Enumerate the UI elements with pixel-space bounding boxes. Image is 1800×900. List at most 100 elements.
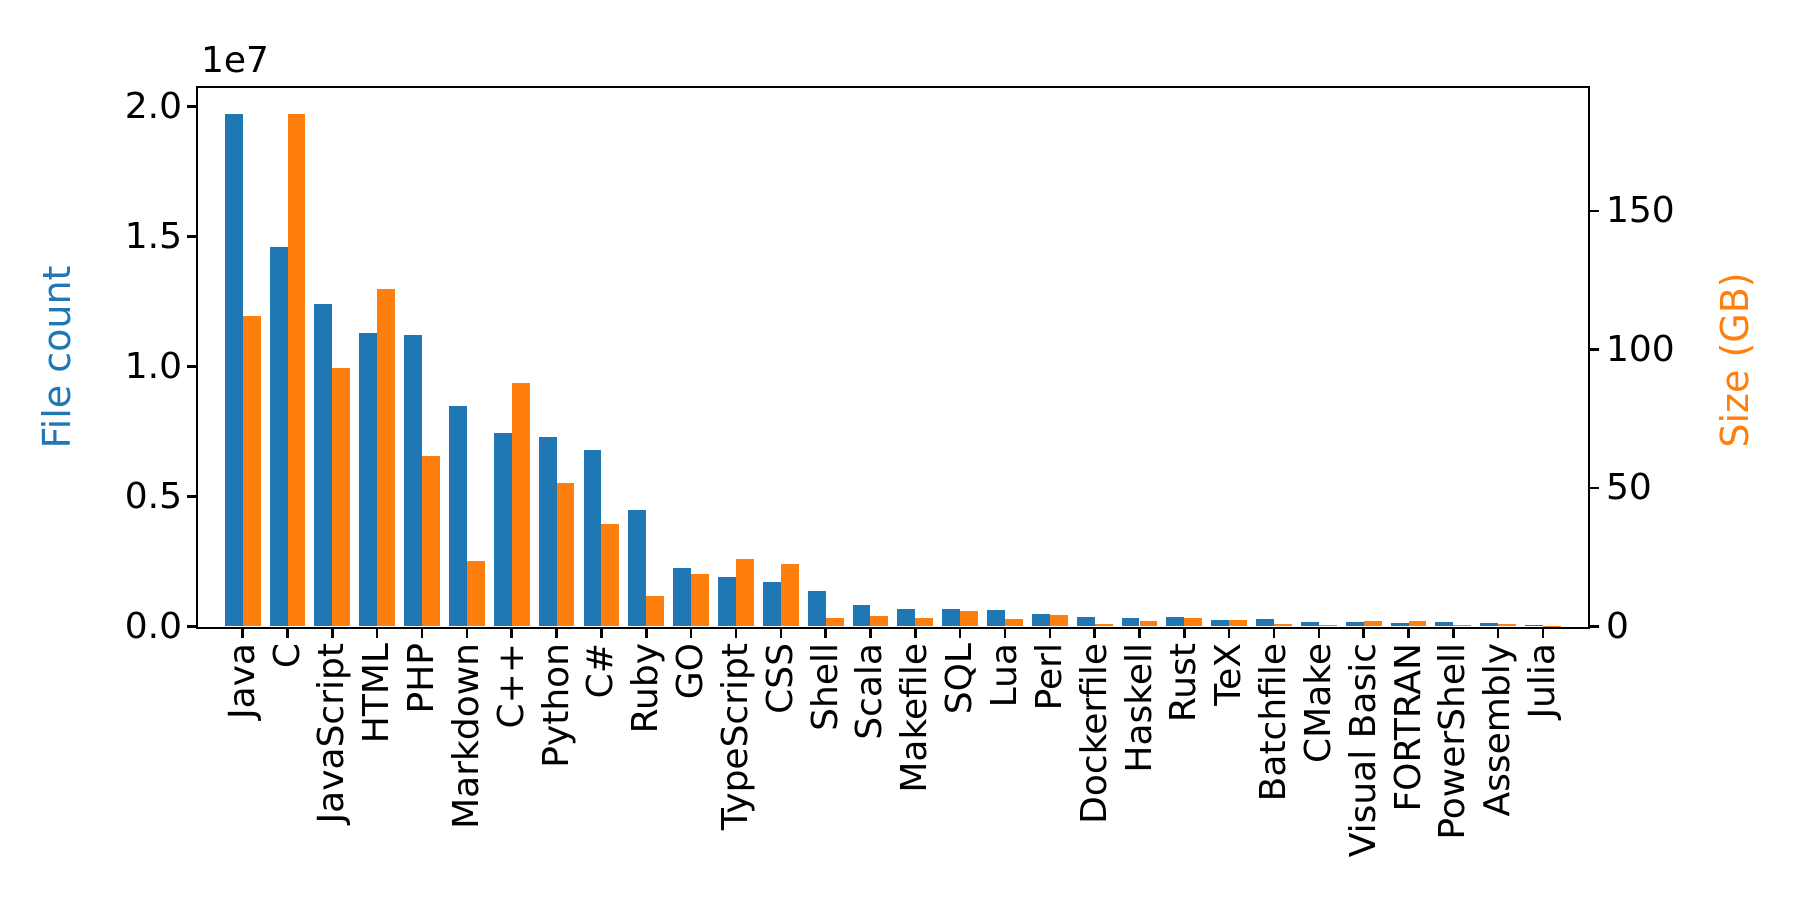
x-label-markdown: Markdown [445, 643, 487, 829]
bar-file-count-powershell [1435, 621, 1454, 627]
left-y-tick-4 [187, 105, 196, 108]
x-tick-typescript [734, 629, 738, 638]
bar-file-count-markdown [449, 405, 467, 627]
left-y-tick-2 [187, 365, 196, 368]
x-label-ruby: Ruby [625, 643, 667, 734]
bar-size-gb-go [691, 573, 709, 627]
bar-file-count-scala [852, 605, 871, 627]
x-tick-haskell [1138, 629, 1141, 638]
x-tick-julia [1541, 629, 1545, 638]
x-tick-go [689, 629, 693, 638]
x-label-visual-basic: Visual Basic [1342, 643, 1384, 858]
bar-file-count-lua [987, 610, 1005, 627]
x-tick-php [420, 629, 424, 638]
bar-size-gb-html [377, 288, 396, 627]
bar-file-count-dockerfile [1076, 617, 1095, 627]
x-label-julia: Julia [1522, 643, 1564, 719]
bar-file-count-c [583, 449, 602, 627]
x-tick-batchfile [1272, 629, 1276, 638]
x-label-shell: Shell [804, 643, 846, 731]
left-y-tick-label-2: 1.0 [124, 345, 182, 387]
bar-size-gb-c [511, 382, 530, 627]
bar-file-count-cmake [1300, 621, 1319, 627]
bar-size-gb-typescript [735, 558, 754, 627]
right-y-tick-1 [1590, 486, 1599, 490]
x-tick-lua [1003, 629, 1007, 638]
x-label-go: GO [670, 643, 712, 700]
right-y-tick-label-3: 150 [1606, 190, 1675, 232]
x-tick-cmake [1317, 629, 1321, 638]
bar-file-count-tex [1211, 619, 1230, 627]
bar-size-gb-python [556, 482, 575, 627]
right-y-tick-2 [1590, 348, 1599, 351]
x-label-dockerfile: Dockerfile [1073, 643, 1115, 824]
x-label-lua: Lua [983, 643, 1025, 708]
x-label-rust: Rust [1163, 643, 1205, 723]
left-y-tick-label-4: 2.0 [124, 85, 182, 127]
x-tick-c [510, 629, 513, 638]
right-axis-title: Size (GB) [1713, 272, 1757, 448]
x-tick-scala [869, 629, 872, 638]
x-tick-fortran [1407, 629, 1410, 638]
x-label-c: C++ [490, 643, 532, 729]
x-label-php: PHP [401, 643, 443, 714]
x-tick-markdown [465, 629, 469, 638]
bar-file-count-fortran [1390, 623, 1409, 627]
bar-size-gb-powershell [1453, 625, 1472, 627]
left-y-tick-label-0: 0.0 [124, 605, 182, 647]
bar-file-count-python [538, 436, 557, 627]
x-label-css: CSS [759, 643, 801, 714]
x-label-perl: Perl [1028, 643, 1070, 711]
bar-size-gb-makefile [915, 618, 934, 627]
bar-size-gb-dockerfile [1094, 624, 1113, 627]
x-label-tex: TeX [1208, 643, 1250, 706]
x-tick-html [375, 629, 379, 638]
bar-size-gb-c [601, 524, 620, 627]
x-tick-c [600, 629, 603, 638]
left-y-tick-1 [187, 495, 196, 498]
bar-size-gb-css [780, 564, 799, 627]
x-tick-perl [1048, 629, 1052, 638]
bar-file-count-sql [942, 609, 961, 627]
bar-file-count-visual-basic [1345, 621, 1364, 627]
x-label-python: Python [535, 643, 577, 768]
x-tick-sql [958, 629, 962, 638]
left-y-tick-label-1: 0.5 [124, 475, 182, 517]
bar-size-gb-assembly [1498, 624, 1517, 627]
bar-size-gb-haskell [1139, 621, 1158, 627]
x-label-javascript: JavaScript [311, 643, 353, 824]
x-label-cmake: CMake [1297, 643, 1339, 763]
bar-file-count-perl [1031, 613, 1050, 627]
bar-file-count-css [762, 581, 781, 627]
bar-size-gb-perl [1049, 614, 1068, 627]
bar-size-gb-c [287, 114, 306, 627]
bar-file-count-java [224, 114, 243, 627]
bar-file-count-javascript [314, 304, 333, 627]
bar-size-gb-lua [1004, 618, 1023, 627]
bar-size-gb-markdown [466, 561, 485, 627]
x-tick-powershell [1452, 629, 1455, 638]
bar-file-count-c [269, 247, 288, 627]
x-tick-dockerfile [1093, 629, 1096, 638]
bar-file-count-shell [807, 590, 826, 627]
bar-size-gb-visual-basic [1363, 620, 1382, 627]
bar-size-gb-batchfile [1274, 624, 1292, 627]
bar-size-gb-ruby [646, 596, 665, 627]
bar-file-count-assembly [1480, 623, 1499, 627]
right-y-tick-label-1: 50 [1606, 467, 1652, 509]
right-y-tick-label-2: 100 [1606, 328, 1675, 370]
x-tick-java [241, 629, 244, 638]
bar-size-gb-scala [870, 616, 889, 627]
bar-size-gb-tex [1229, 620, 1248, 627]
x-tick-javascript [331, 629, 334, 638]
x-label-haskell: Haskell [1118, 643, 1160, 773]
x-label-powershell: PowerShell [1432, 643, 1474, 840]
bar-file-count-julia [1525, 625, 1544, 627]
bar-file-count-typescript [718, 576, 736, 627]
bar-file-count-batchfile [1256, 619, 1274, 627]
x-label-batchfile: Batchfile [1253, 643, 1295, 802]
x-tick-visual-basic [1362, 629, 1365, 638]
x-tick-ruby [645, 629, 648, 638]
x-tick-css [779, 629, 783, 638]
